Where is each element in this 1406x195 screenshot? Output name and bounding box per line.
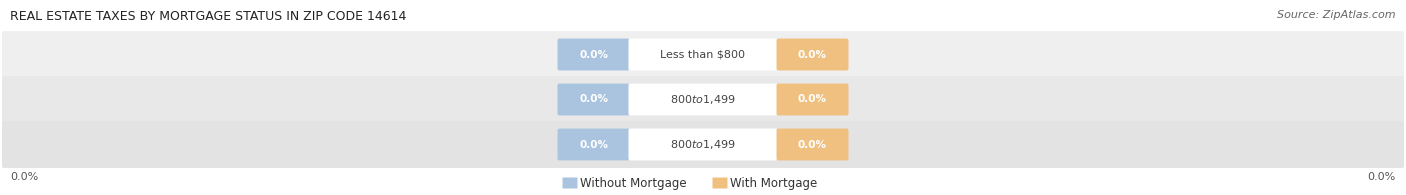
Text: 0.0%: 0.0% [10, 172, 38, 182]
FancyBboxPatch shape [562, 177, 578, 189]
Text: REAL ESTATE TAXES BY MORTGAGE STATUS IN ZIP CODE 14614: REAL ESTATE TAXES BY MORTGAGE STATUS IN … [10, 10, 406, 23]
Text: 0.0%: 0.0% [579, 95, 607, 105]
Text: $800 to $1,499: $800 to $1,499 [671, 93, 735, 106]
Text: 0.0%: 0.0% [799, 139, 827, 150]
Text: $800 to $1,499: $800 to $1,499 [671, 138, 735, 151]
FancyBboxPatch shape [1, 76, 1405, 123]
Text: 0.0%: 0.0% [579, 139, 607, 150]
Text: Without Mortgage: Without Mortgage [581, 176, 686, 190]
FancyBboxPatch shape [558, 129, 630, 160]
Text: 0.0%: 0.0% [799, 95, 827, 105]
FancyBboxPatch shape [776, 39, 848, 70]
FancyBboxPatch shape [776, 83, 848, 115]
FancyBboxPatch shape [1, 31, 1405, 78]
Text: 0.0%: 0.0% [799, 50, 827, 59]
FancyBboxPatch shape [628, 129, 778, 160]
Text: With Mortgage: With Mortgage [730, 176, 817, 190]
FancyBboxPatch shape [558, 39, 630, 70]
FancyBboxPatch shape [713, 177, 727, 189]
FancyBboxPatch shape [558, 83, 630, 115]
Text: Less than $800: Less than $800 [661, 50, 745, 59]
FancyBboxPatch shape [628, 39, 778, 70]
Text: Source: ZipAtlas.com: Source: ZipAtlas.com [1278, 10, 1396, 20]
FancyBboxPatch shape [776, 129, 848, 160]
Text: 0.0%: 0.0% [1368, 172, 1396, 182]
Text: 0.0%: 0.0% [579, 50, 607, 59]
FancyBboxPatch shape [628, 83, 778, 115]
FancyBboxPatch shape [1, 121, 1405, 168]
